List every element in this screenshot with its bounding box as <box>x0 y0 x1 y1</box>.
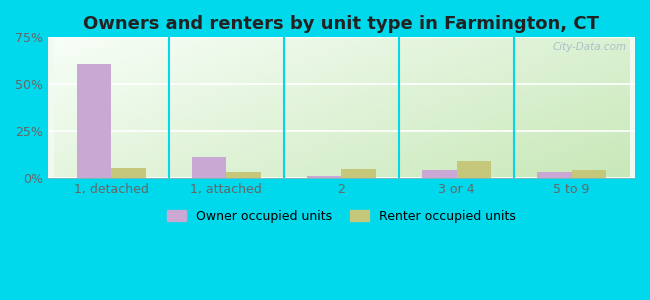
Title: Owners and renters by unit type in Farmington, CT: Owners and renters by unit type in Farmi… <box>83 15 599 33</box>
Bar <box>307 176 341 178</box>
Bar <box>77 64 111 178</box>
Bar <box>226 172 261 178</box>
Bar <box>572 170 606 178</box>
Bar <box>537 172 572 178</box>
Bar <box>111 169 146 178</box>
Legend: Owner occupied units, Renter occupied units: Owner occupied units, Renter occupied un… <box>162 205 521 228</box>
Bar <box>192 157 226 178</box>
Text: City-Data.com: City-Data.com <box>552 41 626 52</box>
Bar <box>456 161 491 178</box>
Bar <box>422 170 456 178</box>
Bar <box>341 169 376 178</box>
